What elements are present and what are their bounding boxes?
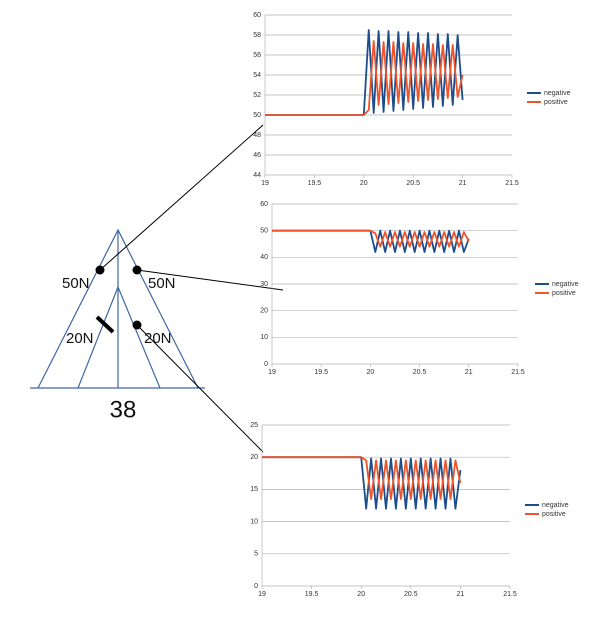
- y-tick-label: 48: [253, 132, 261, 139]
- y-tick-label: 10: [260, 334, 268, 341]
- y-tick-label: 0: [254, 583, 258, 590]
- y-tick-label: 60: [260, 201, 268, 208]
- y-tick-label: 50: [260, 228, 268, 235]
- y-tick-label: 20: [260, 308, 268, 315]
- series-line: [265, 40, 464, 116]
- x-tick-label: 20: [357, 591, 365, 598]
- x-tick-label: 21: [459, 180, 467, 187]
- y-tick-label: 10: [250, 518, 258, 525]
- y-tick-label: 58: [253, 32, 261, 39]
- y-tick-label: 54: [253, 72, 261, 79]
- y-tick-label: 44: [253, 172, 261, 179]
- node: [95, 265, 105, 275]
- x-tick-label: 19.5: [314, 369, 328, 376]
- x-tick-label: 19: [258, 591, 266, 598]
- series-line: [262, 456, 462, 500]
- y-tick-label: 40: [260, 254, 268, 261]
- y-tick-label: 50: [253, 112, 261, 119]
- connector: [99, 124, 264, 271]
- y-tick-label: 25: [250, 422, 258, 429]
- x-tick-label: 19: [268, 369, 276, 376]
- legend-label: negative: [552, 281, 579, 288]
- x-tick-label: 20.5: [406, 180, 420, 187]
- legend-label: positive: [544, 99, 568, 106]
- x-tick-label: 21.5: [503, 591, 517, 598]
- y-tick-label: 46: [253, 152, 261, 159]
- node-label: 20N: [144, 330, 172, 347]
- connector: [136, 269, 284, 291]
- node-label: 50N: [148, 275, 176, 292]
- x-tick-label: 20.5: [404, 591, 418, 598]
- cut-mark: [95, 315, 115, 334]
- series-line: [272, 229, 470, 248]
- x-tick-label: 20.5: [413, 369, 427, 376]
- legend-label: negative: [544, 90, 571, 97]
- x-tick-label: 21.5: [511, 369, 525, 376]
- x-tick-label: 21: [465, 369, 473, 376]
- y-tick-label: 30: [260, 281, 268, 288]
- x-tick-label: 21: [457, 591, 465, 598]
- series-line: [265, 29, 464, 116]
- y-tick-label: 52: [253, 92, 261, 99]
- series-line: [272, 229, 470, 253]
- node-label: 20N: [66, 330, 94, 347]
- connector: [136, 324, 264, 453]
- x-tick-label: 20: [360, 180, 368, 187]
- x-tick-label: 21.5: [505, 180, 519, 187]
- y-tick-label: 0: [264, 361, 268, 368]
- y-tick-label: 5: [254, 551, 258, 558]
- connectors: [95, 124, 284, 453]
- node: [132, 320, 142, 330]
- node: [132, 265, 142, 275]
- y-tick-label: 60: [253, 12, 261, 19]
- y-tick-label: 56: [253, 52, 261, 59]
- x-tick-label: 19: [261, 180, 269, 187]
- x-tick-label: 19.5: [308, 180, 322, 187]
- diagram-value: 38: [110, 396, 137, 423]
- node-label: 50N: [62, 275, 90, 292]
- legend-label: positive: [552, 290, 576, 297]
- y-tick-label: 20: [250, 454, 258, 461]
- diagram: [30, 228, 205, 389]
- x-tick-label: 19.5: [305, 591, 319, 598]
- legend-label: negative: [542, 502, 569, 509]
- legend-label: positive: [542, 511, 566, 518]
- series-line: [262, 456, 462, 510]
- x-tick-label: 20: [367, 369, 375, 376]
- y-tick-label: 15: [250, 486, 258, 493]
